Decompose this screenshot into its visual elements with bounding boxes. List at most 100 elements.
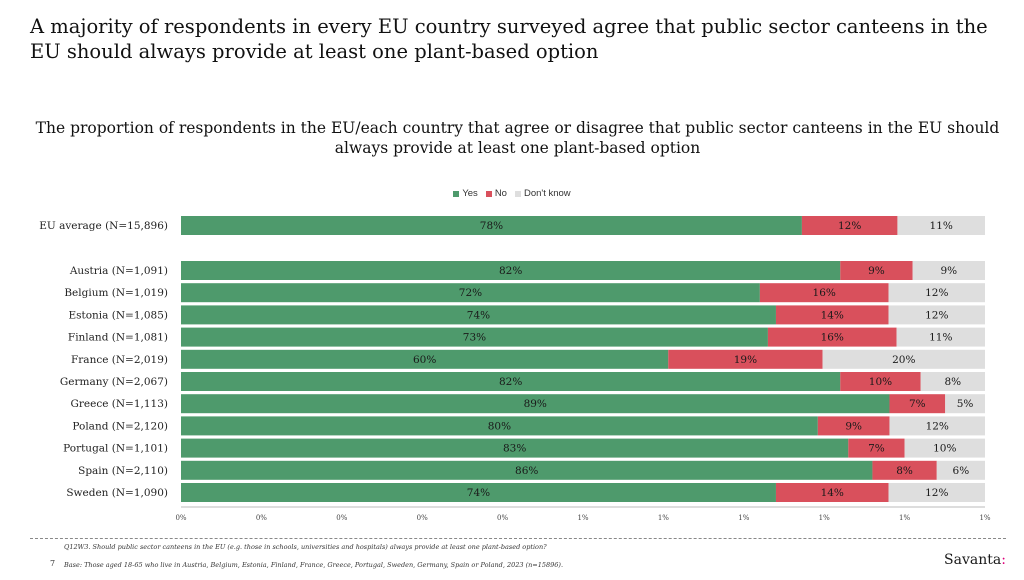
legend-item-no: No	[485, 188, 507, 199]
bar-segment-yes	[181, 460, 873, 480]
category-label: Austria (N=1,091)	[69, 265, 168, 277]
bar-segment-no	[668, 349, 823, 369]
category-label: Belgium (N=1,019)	[64, 287, 168, 299]
category-label: Greece (N=1,113)	[70, 398, 168, 410]
bar-segment-yes	[181, 483, 776, 502]
category-label: Poland (N=2,120)	[72, 420, 168, 432]
bar-segment-no	[767, 327, 897, 347]
bar-segment-no	[889, 394, 946, 414]
question-footnote: Q12W3. Should public sector canteens in …	[64, 543, 547, 551]
x-tick-label: 0%	[256, 514, 267, 522]
data-label: 11%	[930, 220, 953, 232]
x-tick-label: 1%	[979, 514, 990, 522]
bar-segment-don-t-know	[945, 394, 985, 414]
data-label: 80%	[488, 420, 511, 432]
bar-segment-yes	[181, 283, 760, 303]
data-label: 12%	[925, 487, 948, 499]
bar-segment-don-t-know	[920, 372, 985, 391]
data-label: 6%	[953, 465, 970, 477]
brand-name: Savanta	[944, 552, 1002, 568]
data-label: 12%	[925, 287, 948, 299]
data-label: 12%	[838, 220, 861, 232]
legend-label-no: No	[494, 188, 507, 199]
category-label: Finland (N=1,081)	[68, 332, 168, 344]
bar-segment-yes	[181, 394, 890, 414]
data-label: 10%	[933, 443, 956, 455]
bar-segment-no	[759, 283, 889, 303]
bar-segment-no	[840, 261, 913, 280]
x-tick-label: 1%	[738, 514, 749, 522]
data-label: 10%	[869, 376, 892, 388]
bar-segment-don-t-know	[888, 283, 985, 303]
data-label: 19%	[734, 354, 757, 366]
category-label: France (N=2,019)	[71, 354, 168, 366]
bar-segment-no	[817, 416, 890, 436]
page-number: 7	[50, 559, 56, 568]
data-label: 83%	[503, 443, 526, 455]
bar-segment-no	[775, 305, 889, 325]
legend-swatch-no	[485, 190, 492, 197]
bar-segment-no	[848, 438, 905, 458]
bar-segment-yes	[181, 349, 669, 369]
bar-segment-don-t-know	[889, 416, 985, 436]
bar-segment-no	[872, 460, 937, 480]
data-label: 9%	[845, 420, 862, 432]
category-label: Estonia (N=1,085)	[68, 309, 168, 321]
footer-divider	[30, 538, 1006, 539]
legend-item-yes: Yes	[453, 188, 478, 199]
data-label: 74%	[467, 487, 490, 499]
bar-segment-yes	[181, 416, 818, 436]
data-label: 89%	[524, 398, 547, 410]
x-tick-label: 0%	[497, 514, 508, 522]
data-label: 8%	[896, 465, 913, 477]
bar-segment-don-t-know	[822, 349, 985, 369]
bar-segment-yes	[181, 438, 849, 458]
bar-segment-no	[775, 483, 889, 502]
data-label: 14%	[821, 487, 844, 499]
category-label: EU average (N=15,896)	[39, 220, 168, 232]
legend-swatch-yes	[453, 190, 460, 197]
bar-segment-don-t-know	[896, 327, 985, 347]
bar-segment-don-t-know	[888, 305, 985, 325]
bar-segment-don-t-know	[897, 216, 985, 235]
data-label: 82%	[499, 376, 522, 388]
category-label: Sweden (N=1,090)	[66, 487, 168, 499]
data-label: 7%	[868, 443, 885, 455]
data-label: 72%	[459, 287, 482, 299]
legend-swatch-dont-know	[514, 190, 521, 197]
brand-mark: :	[1001, 552, 1006, 568]
x-tick-label: 1%	[819, 514, 830, 522]
data-label: 8%	[945, 376, 962, 388]
bar-segment-don-t-know	[936, 460, 985, 480]
chart-legend: Yes No Don't know	[0, 188, 1024, 199]
legend-item-dont-know: Don't know	[514, 188, 571, 199]
data-label: 16%	[821, 332, 844, 344]
base-footnote: Base: Those aged 18-65 who live in Austr…	[64, 561, 564, 569]
bar-segment-no	[801, 216, 898, 235]
x-tick-label: 0%	[417, 514, 428, 522]
x-tick-label: 1%	[577, 514, 588, 522]
bar-segment-don-t-know	[912, 261, 985, 280]
data-label: 9%	[940, 265, 957, 277]
data-label: 16%	[813, 287, 836, 299]
data-label: 9%	[868, 265, 885, 277]
stacked-bar-chart: EU average (N=15,896) 78% 12% 11% Austria (N…	[39, 216, 991, 522]
savanta-logo: Savanta:	[944, 552, 1006, 568]
chart-title: The proportion of respondents in the EU/…	[35, 119, 1000, 157]
data-label: 82%	[499, 265, 522, 277]
data-label: 86%	[515, 465, 538, 477]
x-tick-label: 0%	[336, 514, 347, 522]
data-label: 14%	[821, 309, 844, 321]
data-label: 74%	[467, 309, 490, 321]
bar-segment-yes	[181, 216, 802, 235]
category-label: Spain (N=2,110)	[78, 465, 168, 477]
data-label: 12%	[926, 420, 949, 432]
data-label: 7%	[909, 398, 926, 410]
x-tick-label: 1%	[899, 514, 910, 522]
bar-segment-yes	[181, 327, 768, 347]
data-label: 5%	[957, 398, 974, 410]
category-label: Portugal (N=1,101)	[63, 443, 168, 455]
data-label: 11%	[929, 332, 952, 344]
data-label: 73%	[463, 332, 486, 344]
data-label: 78%	[480, 220, 503, 232]
